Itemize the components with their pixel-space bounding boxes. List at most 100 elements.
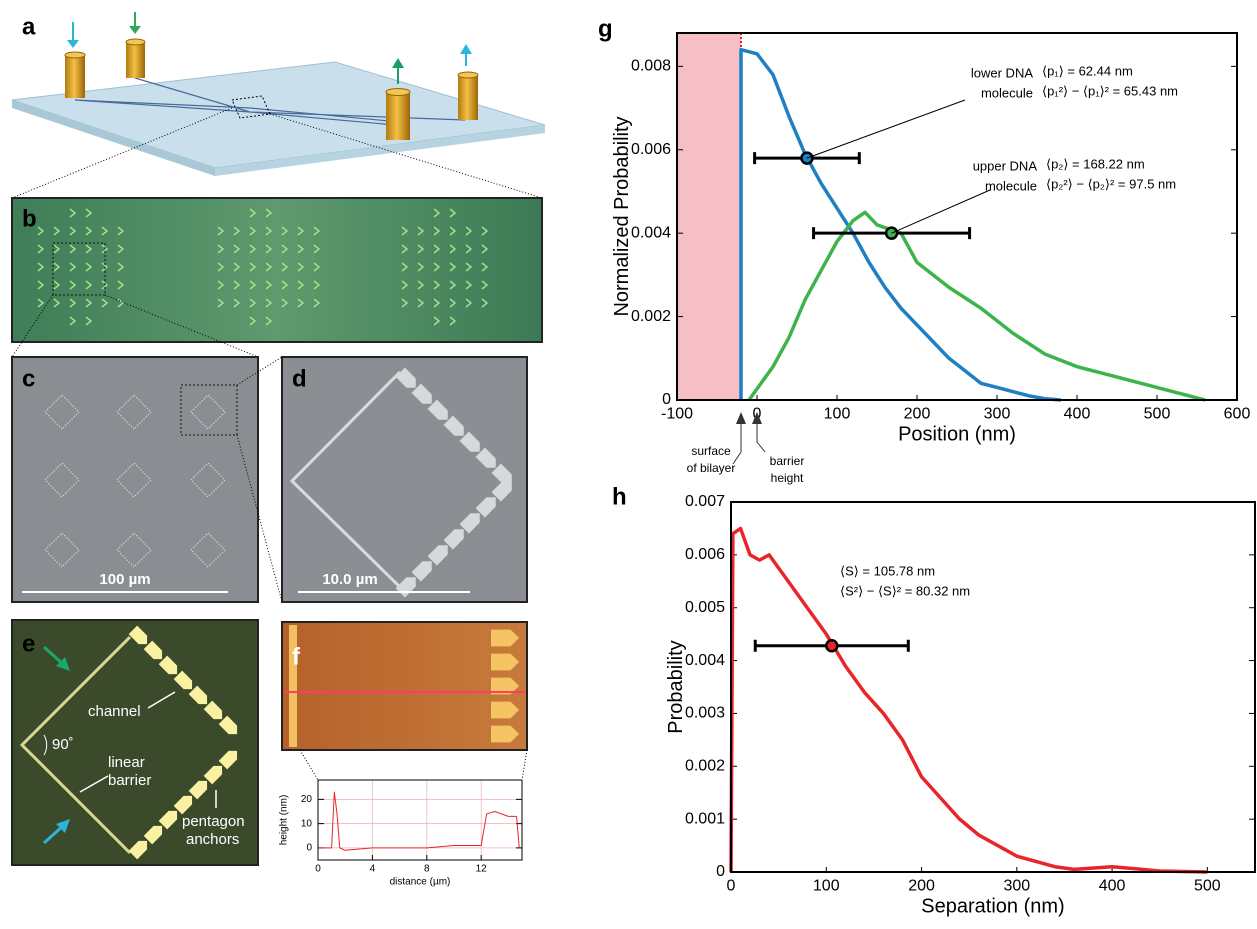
annotation-mean: ⟨p₂⟩ = 168.22 nm bbox=[1046, 156, 1145, 171]
chevron bbox=[249, 316, 257, 326]
x-tick-label: 8 bbox=[424, 864, 430, 875]
label: barrier bbox=[108, 772, 151, 789]
chevron bbox=[481, 226, 489, 236]
panel-letter: c bbox=[22, 365, 35, 392]
panel-d-image bbox=[281, 356, 528, 603]
pentagon bbox=[173, 670, 193, 690]
chevron bbox=[69, 280, 77, 290]
marker-label: of bilayer bbox=[687, 461, 736, 475]
chevron bbox=[481, 262, 489, 272]
pointer bbox=[147, 691, 176, 709]
pentagon bbox=[491, 629, 519, 647]
chevron bbox=[417, 226, 425, 236]
axes-frame bbox=[676, 32, 1238, 401]
chevron bbox=[217, 298, 225, 308]
y-tick-label: 10 bbox=[301, 818, 313, 829]
pentagon bbox=[188, 685, 208, 705]
marker-stem bbox=[756, 424, 766, 453]
pentagon bbox=[491, 725, 519, 743]
chevron bbox=[449, 316, 457, 326]
chevron bbox=[265, 226, 273, 236]
panel-f-image bbox=[281, 621, 528, 751]
chevron bbox=[465, 244, 473, 254]
annotation-variance: ⟨p₁²⟩ − ⟨p₁⟩² = 65.43 nm bbox=[1042, 83, 1178, 98]
chevron bbox=[449, 262, 457, 272]
chevron bbox=[433, 280, 441, 290]
chevron bbox=[417, 298, 425, 308]
chevron bbox=[265, 316, 273, 326]
chevron bbox=[481, 280, 489, 290]
chevron bbox=[37, 280, 45, 290]
x-tick-label: 200 bbox=[904, 406, 931, 423]
x-axis-label: Separation (nm) bbox=[921, 895, 1064, 917]
chevron bbox=[265, 262, 273, 272]
chevron bbox=[281, 262, 289, 272]
x-tick-label: 600 bbox=[1224, 406, 1251, 423]
annotation-variance: ⟨S²⟩ − ⟨S⟩² = 80.32 nm bbox=[840, 583, 970, 598]
pentagon bbox=[218, 750, 238, 770]
chevron bbox=[433, 208, 441, 218]
chevron bbox=[449, 298, 457, 308]
chevron bbox=[297, 280, 305, 290]
chevron bbox=[37, 298, 45, 308]
panel-b-image bbox=[11, 197, 543, 343]
x-tick-label: 300 bbox=[984, 406, 1011, 423]
pentagon bbox=[427, 545, 448, 566]
chevron bbox=[85, 280, 93, 290]
panel-letters: a b c d e f g h bbox=[22, 13, 627, 670]
pentagon bbox=[411, 383, 432, 404]
chevron bbox=[465, 280, 473, 290]
pentagon bbox=[143, 825, 163, 845]
annotation-mean: ⟨p₁⟩ = 62.44 nm bbox=[1042, 63, 1133, 78]
pentagon bbox=[491, 701, 519, 719]
chevron bbox=[433, 298, 441, 308]
chevron bbox=[297, 244, 305, 254]
scale-bar-label: 100 µm bbox=[99, 571, 150, 588]
x-tick-label: 200 bbox=[908, 878, 935, 895]
y-tick-label: 0 bbox=[662, 391, 671, 408]
chevron bbox=[281, 226, 289, 236]
chevron bbox=[281, 298, 289, 308]
x-tick-label: 500 bbox=[1144, 406, 1171, 423]
x-axis-label: Position (nm) bbox=[898, 423, 1016, 445]
annotation: lower DNA bbox=[971, 65, 1033, 80]
chevron bbox=[313, 262, 321, 272]
chevron bbox=[417, 262, 425, 272]
pentagon bbox=[427, 399, 448, 420]
chevron bbox=[433, 226, 441, 236]
marker-arrow bbox=[736, 412, 746, 424]
chevron bbox=[265, 298, 273, 308]
y-tick-label: 20 bbox=[301, 794, 313, 805]
chevron bbox=[433, 316, 441, 326]
chevron bbox=[281, 244, 289, 254]
chevron bbox=[401, 280, 409, 290]
y-axis-label: Probability bbox=[665, 640, 687, 733]
pointer bbox=[79, 775, 109, 793]
chevron bbox=[481, 298, 489, 308]
x-tick-label: -100 bbox=[661, 406, 693, 423]
chevron bbox=[217, 280, 225, 290]
x-tick-label: 300 bbox=[1003, 878, 1030, 895]
chevron bbox=[69, 316, 77, 326]
pentagon bbox=[491, 653, 519, 671]
x-tick-label: 100 bbox=[824, 406, 851, 423]
pentagon bbox=[128, 840, 148, 860]
chevron bbox=[117, 262, 125, 272]
data-line bbox=[739, 47, 1062, 402]
chevron bbox=[53, 244, 61, 254]
chevron bbox=[53, 226, 61, 236]
y-tick-label: 0.008 bbox=[631, 58, 671, 75]
chevron bbox=[417, 280, 425, 290]
marker-stem bbox=[732, 424, 742, 465]
label: 90˚ bbox=[52, 736, 74, 753]
marker-label: barrier bbox=[770, 454, 805, 468]
data-line bbox=[729, 526, 1208, 874]
chevron bbox=[37, 226, 45, 236]
panel-e-image bbox=[11, 619, 259, 866]
pentagon bbox=[395, 367, 416, 388]
chevron bbox=[297, 226, 305, 236]
pentagon bbox=[491, 481, 512, 502]
chevron bbox=[37, 262, 45, 272]
pentagon bbox=[443, 529, 464, 550]
chevron bbox=[401, 262, 409, 272]
